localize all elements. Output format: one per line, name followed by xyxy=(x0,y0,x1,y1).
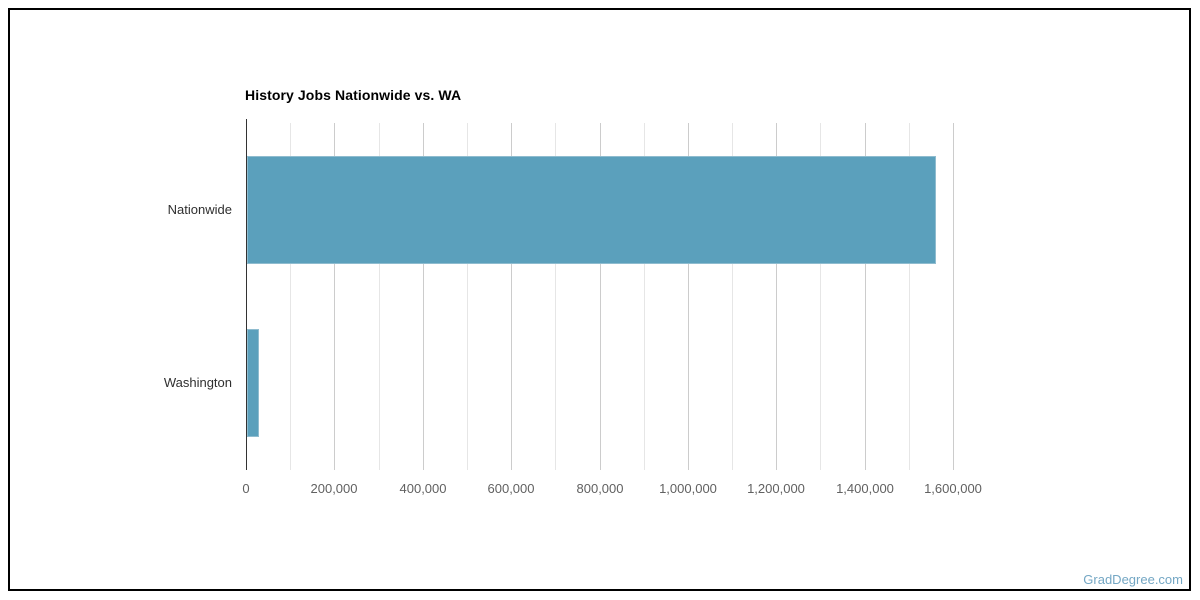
y-axis-line xyxy=(246,119,247,470)
minor-gridline xyxy=(732,123,733,470)
x-tick-label: 1,600,000 xyxy=(924,481,982,496)
bar-nationwide xyxy=(247,156,936,264)
page-border xyxy=(8,8,1191,591)
minor-gridline xyxy=(290,123,291,470)
major-gridline xyxy=(334,123,335,470)
minor-gridline xyxy=(820,123,821,470)
x-tick-label: 1,400,000 xyxy=(836,481,894,496)
x-tick-label: 1,200,000 xyxy=(747,481,805,496)
major-gridline xyxy=(511,123,512,470)
x-tick-label: 400,000 xyxy=(399,481,447,496)
x-tick-label: 800,000 xyxy=(576,481,624,496)
minor-gridline xyxy=(644,123,645,470)
chart-title: History Jobs Nationwide vs. WA xyxy=(245,87,462,103)
category-label-washington: Washington xyxy=(163,375,232,390)
x-tick-label: 0 xyxy=(242,481,250,496)
minor-gridline xyxy=(909,123,910,470)
major-gridline xyxy=(600,123,601,470)
major-gridline xyxy=(953,123,954,470)
major-gridline xyxy=(865,123,866,470)
watermark-link: GradDegree.com xyxy=(1083,572,1183,587)
major-gridline xyxy=(688,123,689,470)
category-label-nationwide: Nationwide xyxy=(167,202,232,217)
minor-gridline xyxy=(467,123,468,470)
minor-gridline xyxy=(555,123,556,470)
major-gridline xyxy=(423,123,424,470)
x-tick-label: 200,000 xyxy=(310,481,358,496)
minor-gridline xyxy=(379,123,380,470)
major-gridline xyxy=(776,123,777,470)
plot-area xyxy=(246,119,990,470)
bar-washington xyxy=(247,329,259,437)
x-tick-label: 1,000,000 xyxy=(659,481,717,496)
x-tick-label: 600,000 xyxy=(487,481,535,496)
